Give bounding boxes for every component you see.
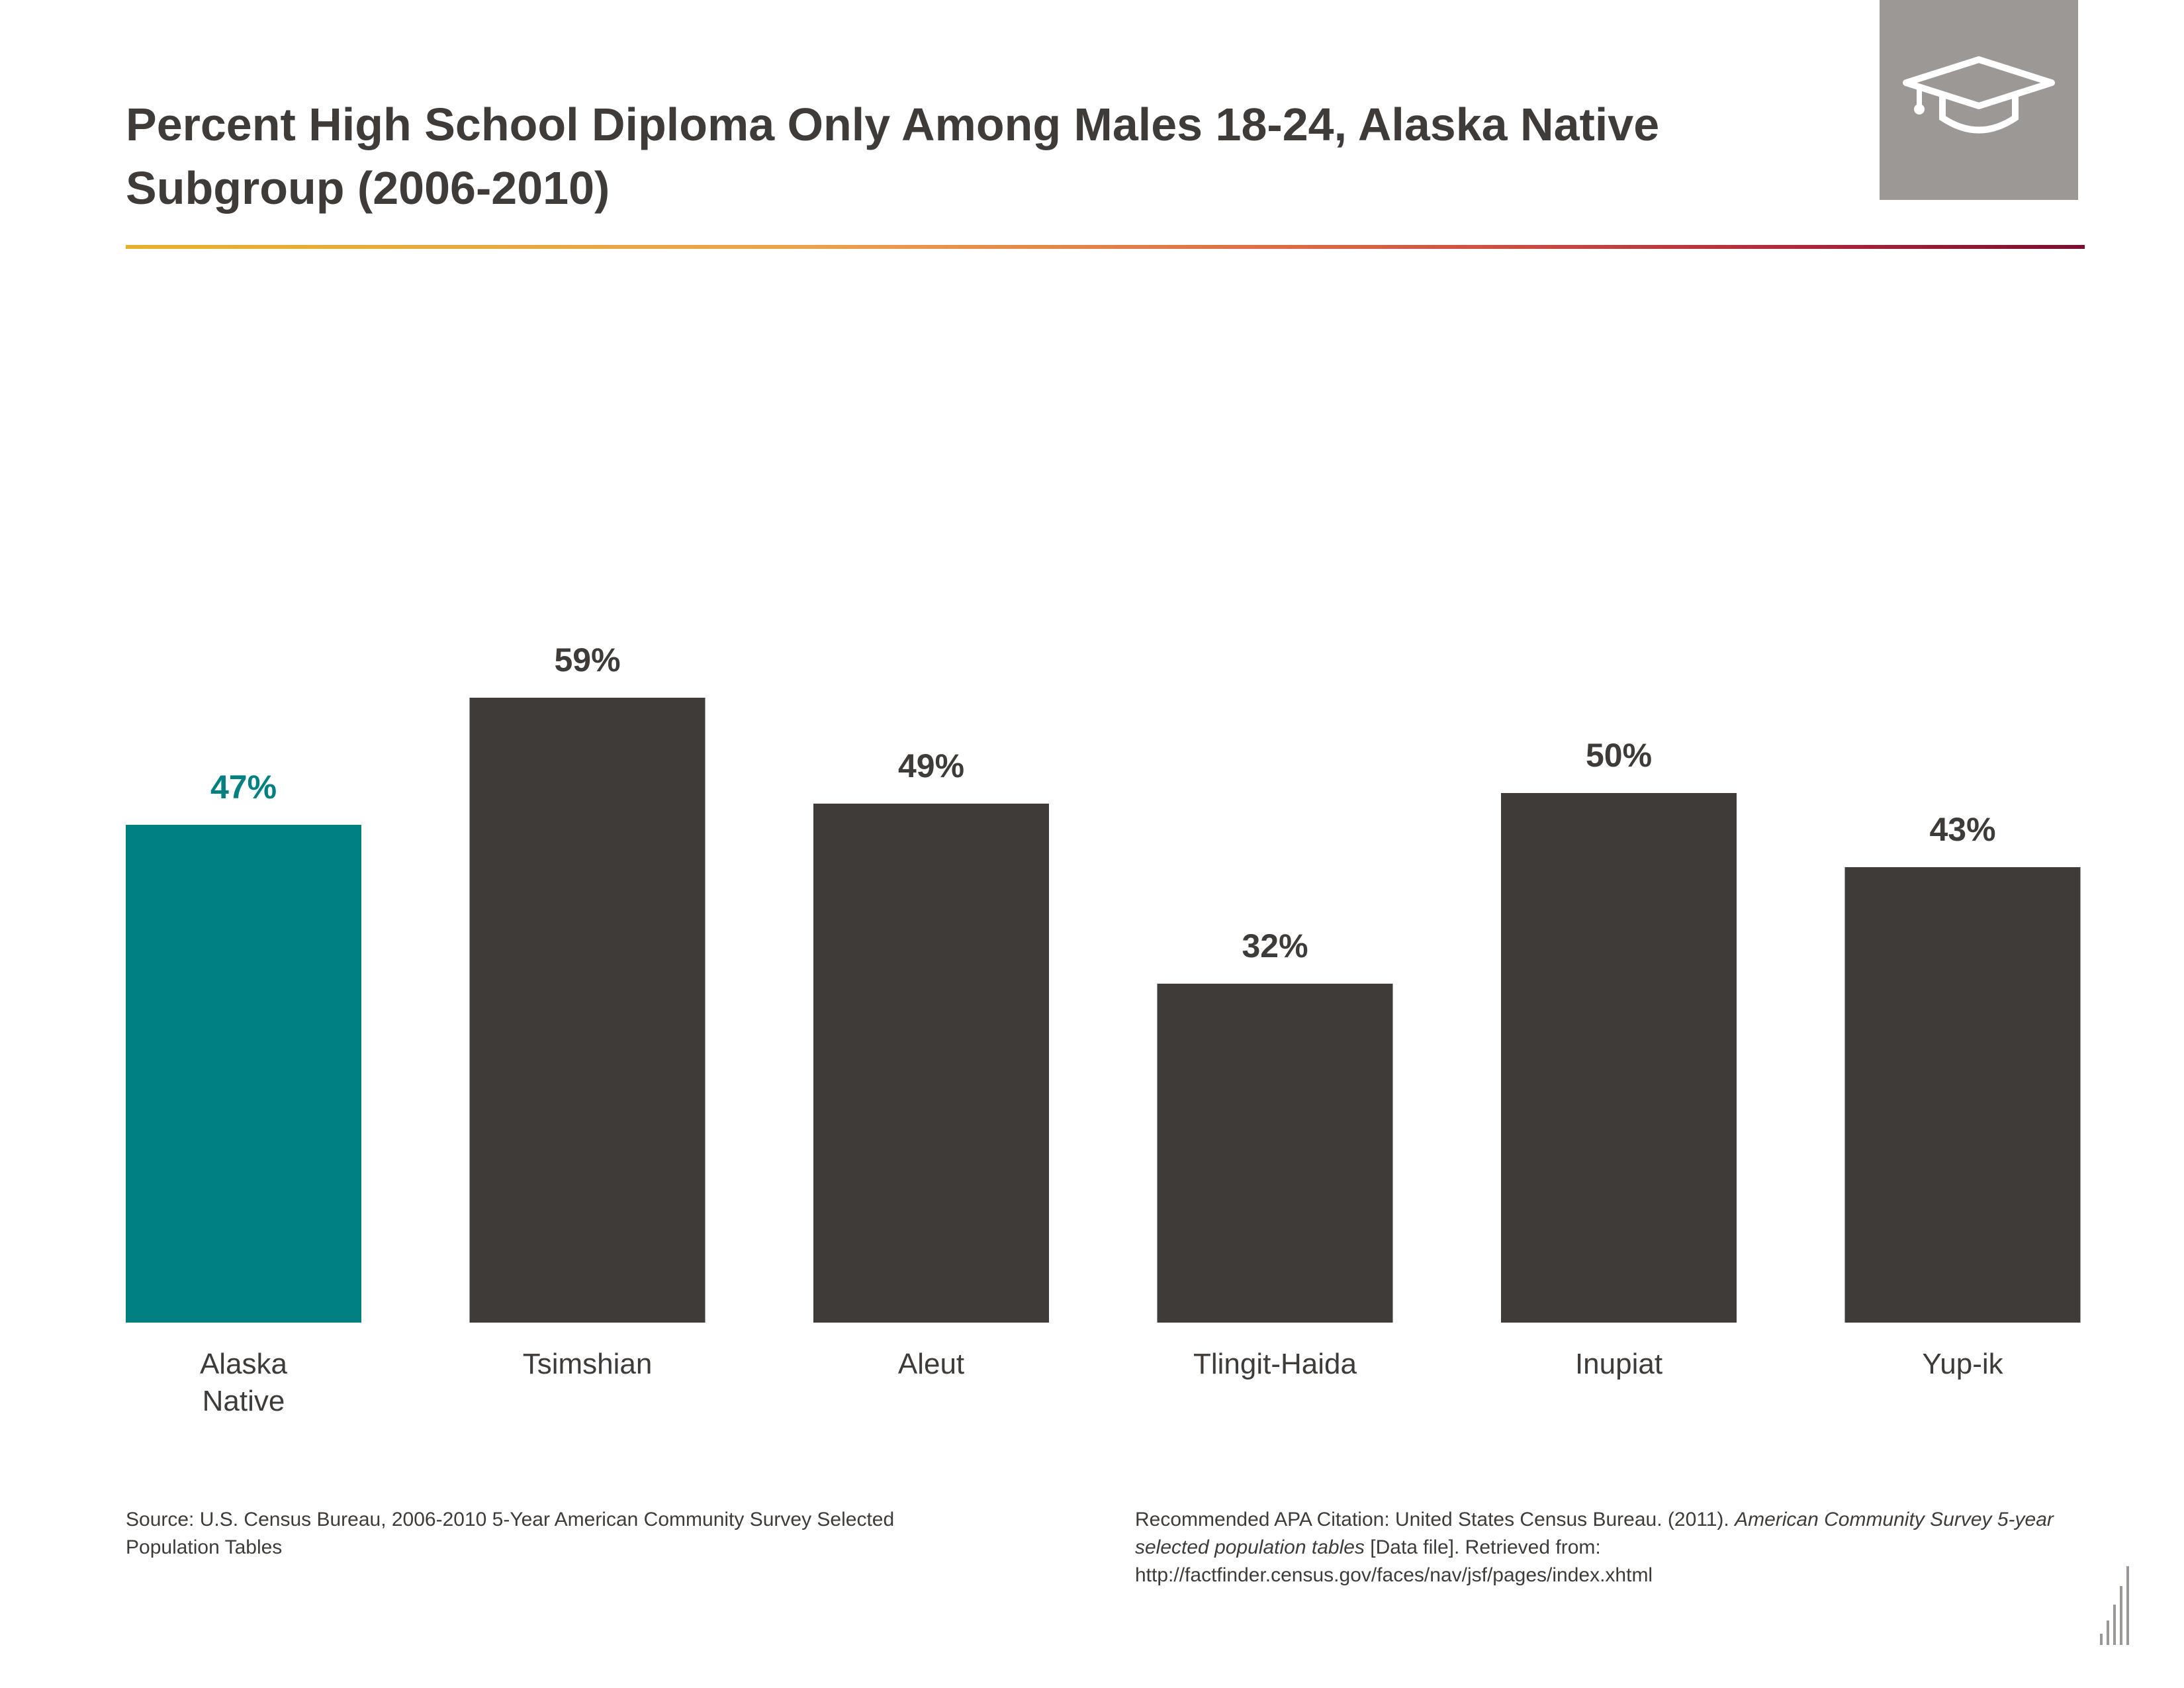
category-label-line: Native [203, 1385, 285, 1417]
category-label-line: Tlingit-Haida [1193, 1348, 1357, 1380]
data-label: 32% [1242, 927, 1308, 964]
bar-logo-icon [2100, 1566, 2129, 1645]
category-label: Aleut [898, 1348, 964, 1380]
apa-citation: Recommended APA Citation: United States … [1135, 1506, 2075, 1589]
category-label-line: Tsimshian [523, 1348, 653, 1380]
category-label-line: Inupiat [1575, 1348, 1662, 1380]
graduation-cap-icon [1903, 56, 2055, 134]
title-divider [126, 245, 2085, 249]
citation-prefix: Recommended APA Citation: United States … [1135, 1509, 1735, 1530]
bar-yup-ik [1844, 867, 2081, 1323]
bar-chart: 47% Alaska Native 59% Tsimshian 49% Aleut 32% Tl… [126, 641, 2081, 1417]
citation-title: American Community Survey 5-year selecte… [1135, 1509, 2054, 1558]
category-label-line: Alaska [200, 1348, 288, 1380]
data-label: 49% [898, 747, 964, 784]
category-label: Inupiat [1575, 1348, 1662, 1380]
data-label: 59% [554, 641, 620, 679]
education-badge [1880, 0, 2078, 200]
data-label: 47% [210, 769, 277, 806]
category-label-line: Aleut [898, 1348, 964, 1380]
category-label: Tsimshian [523, 1348, 653, 1380]
bar-aleut [813, 804, 1049, 1323]
category-label-line: Yup-ik [1922, 1348, 2003, 1380]
bar-tsimshian [469, 698, 705, 1323]
data-label: 43% [1929, 811, 1995, 848]
source-note: Source: U.S. Census Bureau, 2006-2010 5-… [126, 1509, 895, 1558]
category-label: Yup-ik [1922, 1348, 2003, 1380]
category-label: Tlingit-Haida [1193, 1348, 1357, 1380]
category-label: Alaska Native [200, 1348, 288, 1417]
chart-title: Percent High School Diploma Only Among M… [126, 99, 1660, 214]
bar-inupiat [1501, 793, 1737, 1323]
bar-alaska-native [126, 825, 361, 1323]
data-label: 50% [1586, 737, 1652, 774]
citation-suffix: [Data file]. Retrieved from: http://fact… [1135, 1536, 1653, 1586]
bar-tlingit-haida [1157, 984, 1393, 1323]
